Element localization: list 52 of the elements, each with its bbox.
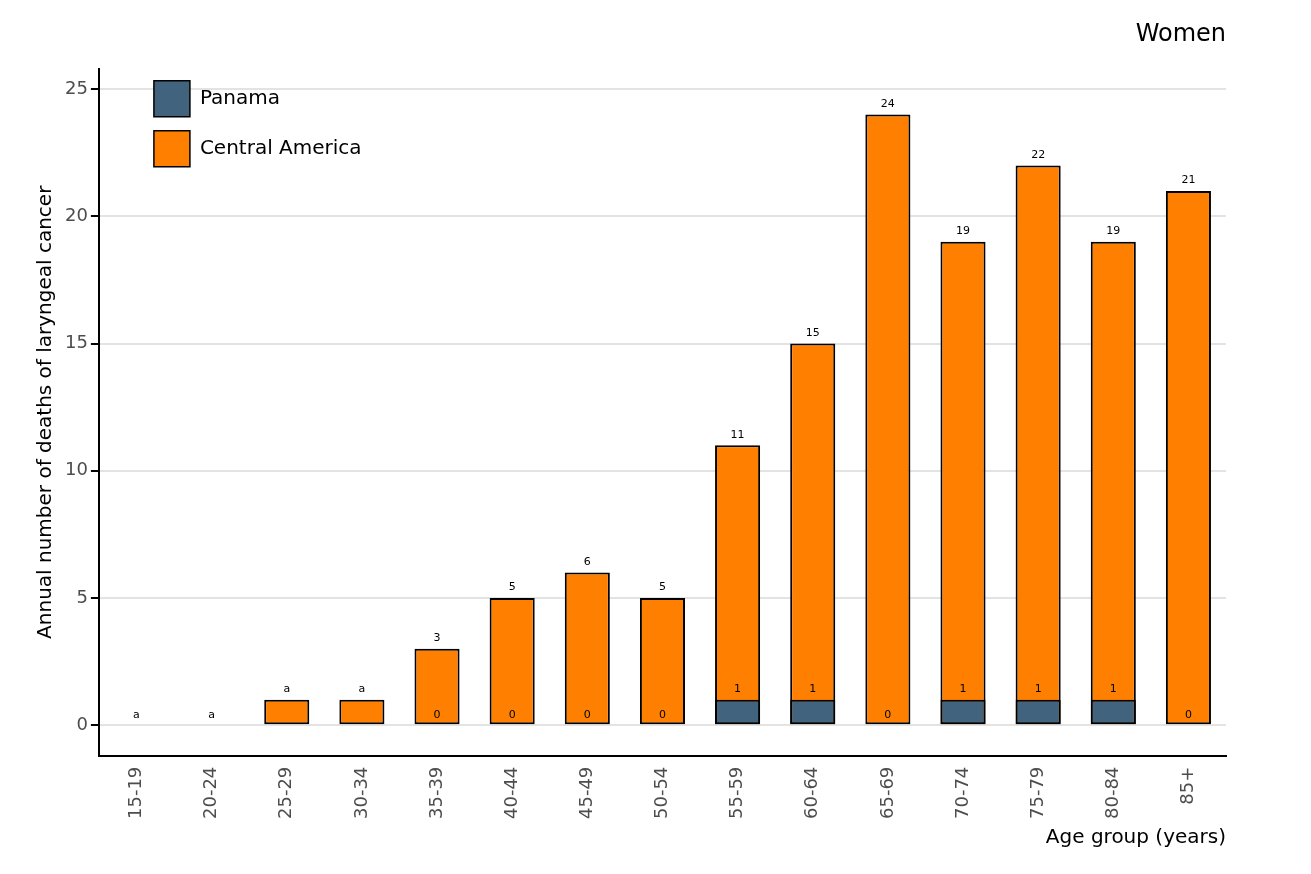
- data-label: 1: [734, 682, 742, 696]
- y-tick-label: 0: [76, 712, 88, 734]
- data-label: 11: [730, 427, 745, 441]
- data-label: 24: [880, 96, 895, 110]
- data-label: 22: [1031, 147, 1046, 161]
- x-tick-label: 65-69: [875, 766, 897, 820]
- data-label: 6: [583, 554, 591, 568]
- x-tick-label: 85+: [1176, 766, 1198, 805]
- x-tick-label: 80-84: [1100, 766, 1122, 820]
- data-label: 3: [433, 631, 441, 645]
- data-label: 15: [805, 325, 820, 339]
- data-label: 5: [658, 580, 666, 594]
- data-label: a: [133, 707, 140, 721]
- data-label: 1: [959, 682, 967, 696]
- data-label: 5: [508, 580, 516, 594]
- x-tick-label: 30-34: [349, 766, 371, 820]
- data-label: 0: [658, 707, 666, 721]
- data-label: a: [208, 707, 215, 721]
- chart-title: Women: [1135, 18, 1226, 47]
- data-label: 21: [1181, 173, 1196, 187]
- x-axis-title: Age group (years): [1045, 824, 1226, 849]
- x-tick-label: 70-74: [950, 766, 972, 820]
- data-label: 1: [1034, 682, 1042, 696]
- y-axis-title: Annual number of deaths of laryngeal cancer: [32, 184, 57, 639]
- data-label: 0: [583, 707, 591, 721]
- x-tick-label: 45-49: [574, 766, 596, 820]
- y-tick-label: 20: [65, 204, 88, 226]
- data-label: 0: [1184, 707, 1192, 721]
- data-label: 19: [956, 224, 971, 238]
- data-label: 19: [1106, 224, 1121, 238]
- legend-label: Central America: [199, 135, 362, 159]
- y-tick-label: 5: [76, 585, 88, 607]
- data-label: 1: [1109, 682, 1117, 696]
- x-tick-label: 20-24: [199, 766, 221, 820]
- x-tick-label: 35-39: [424, 766, 446, 820]
- data-label: 0: [508, 707, 516, 721]
- y-tick-label: 15: [65, 331, 88, 353]
- legend-label: Panama: [199, 85, 280, 109]
- y-tick-label: 10: [65, 458, 88, 480]
- x-tick-label: 55-59: [725, 766, 747, 820]
- x-tick-label: 15-19: [124, 766, 146, 820]
- x-tick-label: 75-79: [1025, 766, 1047, 820]
- data-label: 0: [884, 707, 892, 721]
- x-tick-label: 60-64: [800, 766, 822, 820]
- data-label: 1: [809, 682, 817, 696]
- data-label: a: [283, 682, 291, 696]
- y-tick-label: 25: [65, 76, 88, 98]
- data-label: a: [358, 682, 366, 696]
- x-tick-label: 25-29: [274, 766, 296, 820]
- x-tick-label: 40-44: [499, 766, 521, 820]
- data-label: 0: [433, 707, 441, 721]
- x-tick-label: 50-54: [650, 766, 672, 820]
